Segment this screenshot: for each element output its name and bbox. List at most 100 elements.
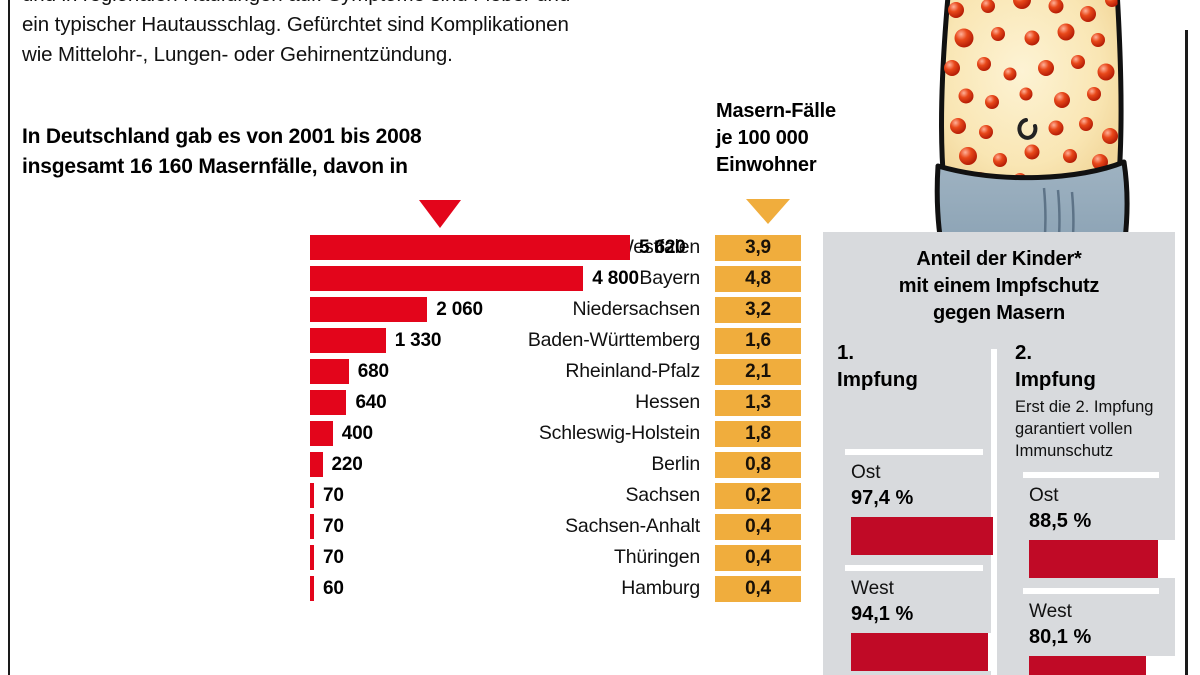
- column-rule: [845, 449, 983, 455]
- bar-and-value: 400: [310, 421, 373, 446]
- rate-row: 3,9: [715, 232, 801, 263]
- coverage-percent: 97,4 %: [851, 487, 914, 509]
- bar-chart-row: Berlin 220: [0, 449, 710, 480]
- coverage-meter: [851, 633, 997, 671]
- bar-region-label: Thüringen: [613, 546, 700, 568]
- bar: [310, 483, 314, 508]
- rate-row: 0,4: [715, 511, 801, 542]
- bar-and-value: 2 060: [310, 297, 483, 322]
- red-triangle-pointer-icon: [419, 200, 461, 228]
- rate-row: 3,2: [715, 294, 801, 325]
- bar-value-label: 1 330: [394, 329, 442, 351]
- frame-right-border: [1185, 30, 1188, 675]
- bar-region-label: Bayern: [639, 267, 700, 289]
- bar-region-label: Sachsen: [625, 484, 701, 506]
- headline-line-1: insgesamt 16 160 Masernfälle, davon in: [22, 155, 408, 178]
- bar-value-label: 5 620: [639, 236, 686, 258]
- bar-chart-row: Hessen 640: [0, 387, 710, 418]
- measles-rate-column: 3,9 4,8 3,2 1,6 2,1 1,3 1,8 0,8 0,2 0,4 0,4 0,4: [715, 232, 801, 604]
- coverage-meter-fill: [851, 633, 989, 671]
- rate-row: 1,8: [715, 418, 801, 449]
- rate-row: 0,8: [715, 449, 801, 480]
- bar-value-label: 2 060: [436, 298, 483, 320]
- bar-value-label: 220: [331, 453, 363, 475]
- bar-chart-row: Baden-Württemberg 1 330: [0, 325, 710, 356]
- bar-chart-row: Thüringen 70: [0, 542, 710, 573]
- vaccination-coverage-panel: Anteil der Kinder* mit einem Impfschutz …: [823, 232, 1175, 675]
- coverage-meter-fill: [851, 517, 994, 555]
- coverage-block-west: West 94,1 %: [837, 571, 997, 671]
- bar-and-value: 680: [310, 359, 389, 384]
- intro-line-0: und in regionalen Häufungen auf. Symptom…: [22, 0, 682, 10]
- bar-and-value: 640: [310, 390, 387, 415]
- bar: [310, 328, 386, 353]
- bar-value-label: 70: [323, 515, 344, 537]
- bar-region-label: Sachsen-Anhalt: [565, 515, 700, 537]
- panel-title-line-2: gegen Masern: [932, 302, 1066, 324]
- rate-value-box: 0,4: [715, 544, 801, 571]
- bar: [310, 576, 314, 601]
- bar: [310, 235, 630, 260]
- rate-heading-line-0: Masern-Fälle: [716, 100, 836, 122]
- bar-value-label: 680: [357, 360, 389, 382]
- region-label: Ost: [851, 462, 881, 483]
- bar-region-label: Schleswig-Holstein: [538, 422, 700, 444]
- column-head-label: Impfung: [1015, 368, 1096, 391]
- panel-title-line-1: mit einem Impfschutz: [898, 275, 1100, 297]
- coverage-block-west: West 80,1 %: [1015, 594, 1175, 675]
- bar-chart-row: Sachsen 70: [0, 480, 710, 511]
- region-label: West: [1029, 601, 1072, 622]
- frame-left-border: [8, 0, 10, 675]
- bar-region-label: Niedersachsen: [572, 298, 701, 320]
- rate-value-box: 0,4: [715, 575, 801, 602]
- bar-region-label: Hessen: [635, 391, 700, 413]
- panel-column-second-vaccination: 2. Impfung Erst die 2. Impfung garantier…: [999, 339, 1175, 675]
- panel-title-line-0: Anteil der Kinder*: [916, 248, 1082, 270]
- bar-region-label: Baden-Württemberg: [527, 329, 700, 351]
- bar-value-label: 70: [323, 484, 344, 506]
- intro-line-2: wie Mittelohr-, Lungen- oder Gehirnentzü…: [22, 43, 453, 66]
- coverage-meter: [1029, 656, 1175, 675]
- chart-headline: In Deutschland gab es von 2001 bis 2008 …: [22, 122, 682, 182]
- region-label: Ost: [1029, 485, 1059, 506]
- panel-column-divider: [991, 349, 997, 675]
- coverage-block-ost: Ost 97,4 %: [837, 455, 997, 555]
- panel-column-first-vaccination: 1. Impfung Ost 97,4 % West 94,1 %: [823, 339, 999, 675]
- bar-chart-row: Niedersachsen 2 060: [0, 294, 710, 325]
- bar-and-value: 70: [310, 545, 344, 570]
- bar: [310, 359, 349, 384]
- bar-chart-row: Sachsen-Anhalt 70: [0, 511, 710, 542]
- rate-row: 1,6: [715, 325, 801, 356]
- bar: [310, 297, 428, 322]
- column-head-number: 2.: [1015, 341, 1033, 364]
- bar-chart-row: Bayern 4 800: [0, 263, 710, 294]
- coverage-percent: 88,5 %: [1029, 510, 1092, 532]
- bar-region-label: Hamburg: [621, 577, 700, 599]
- column-note: Erst die 2. Impfung garantiert vollen Im…: [1015, 398, 1154, 460]
- coverage-percent: 94,1 %: [851, 603, 914, 625]
- bar: [310, 421, 333, 446]
- column-rule: [1023, 588, 1159, 594]
- bar-and-value: 1 330: [310, 328, 441, 353]
- bar-value-label: 400: [341, 422, 373, 444]
- bar: [310, 514, 314, 539]
- bar-and-value: 4 800: [310, 266, 639, 291]
- headline-line-0: In Deutschland gab es von 2001 bis 2008: [22, 125, 422, 148]
- bar-chart-row: Schleswig-Holstein 400: [0, 418, 710, 449]
- bar-value-label: 640: [355, 391, 387, 413]
- rate-value-box: 1,6: [715, 327, 801, 354]
- bar-and-value: 60: [310, 576, 344, 601]
- bar: [310, 545, 314, 570]
- bar-and-value: 70: [310, 483, 344, 508]
- rate-value-box: 3,9: [715, 234, 801, 261]
- rate-heading-line-2: Einwohner: [716, 154, 817, 176]
- bar-region-label: Rheinland-Pfalz: [565, 360, 700, 382]
- bar: [310, 390, 347, 415]
- coverage-meter-fill: [1029, 656, 1146, 675]
- rate-value-box: 1,3: [715, 389, 801, 416]
- rate-heading-line-1: je 100 000: [716, 127, 809, 149]
- bar-and-value: 5 620: [310, 235, 686, 260]
- intro-paragraph: und in regionalen Häufungen auf. Symptom…: [22, 0, 682, 70]
